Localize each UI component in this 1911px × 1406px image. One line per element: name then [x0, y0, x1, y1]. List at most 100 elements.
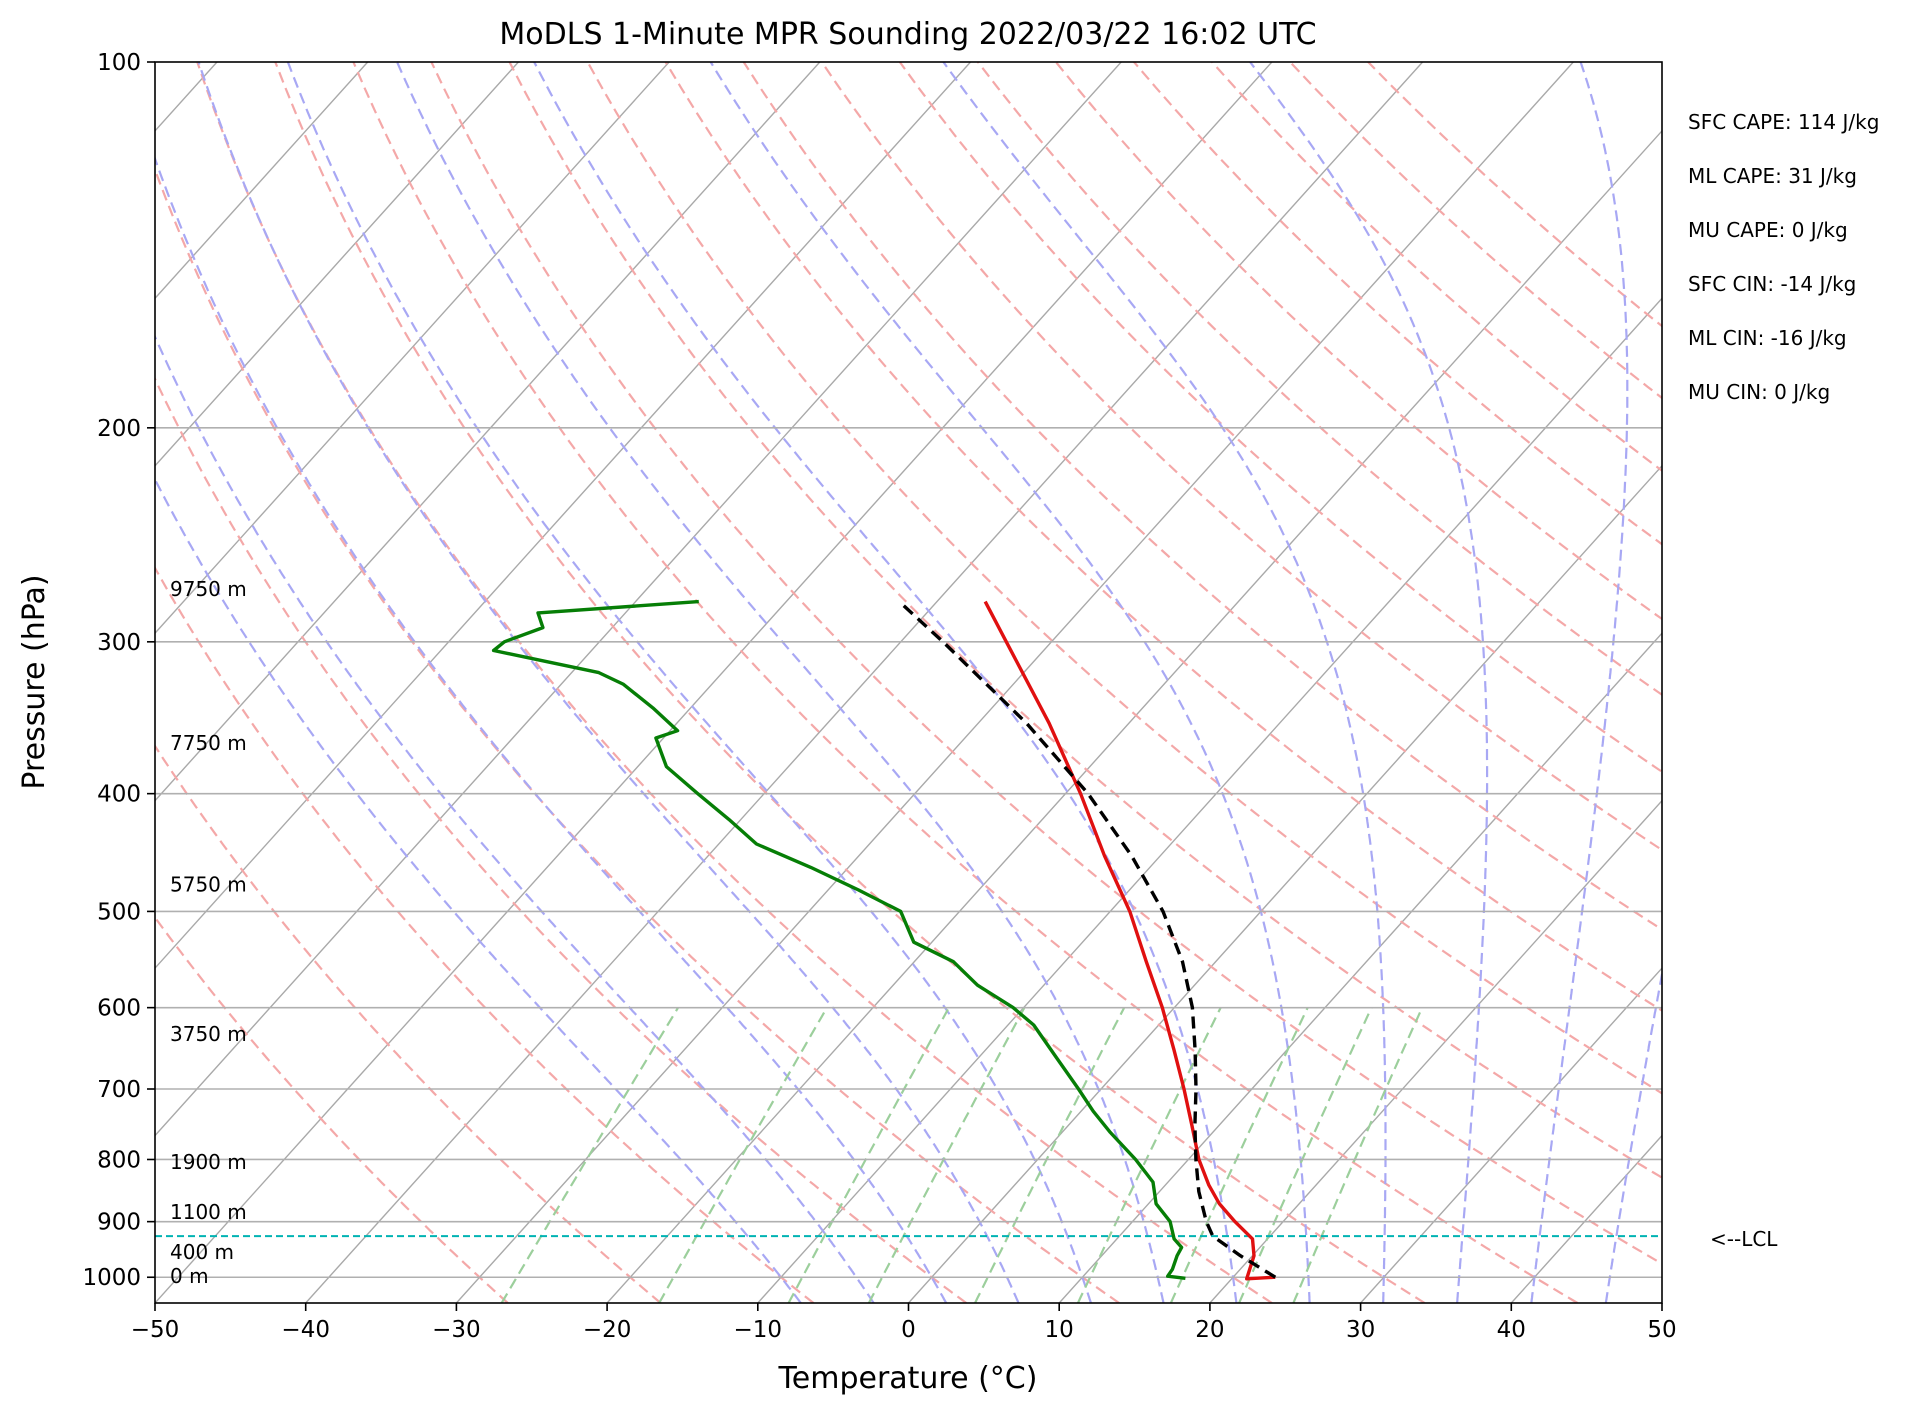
dry-adiabat-line	[742, 62, 1662, 931]
mixing-ratio-line	[1076, 1007, 1222, 1303]
annotation-text: SFC CAPE: 114 J/kg	[1688, 110, 1879, 134]
x-tick-label: 20	[1195, 1317, 1224, 1343]
y-tick-label: 800	[97, 1147, 141, 1173]
y-tick-label: 100	[97, 50, 141, 76]
moist-adiabat-line	[942, 62, 1387, 1303]
x-tick-label: −40	[281, 1317, 330, 1343]
x-tick-label: −30	[432, 1317, 481, 1343]
annotation-text: SFC CIN: -14 J/kg	[1688, 272, 1856, 296]
isotherm-line	[1661, 1301, 1662, 1303]
plot-frame	[154, 61, 1663, 1304]
height-label: 3750 m	[170, 1022, 247, 1046]
dry-adiabat-line	[820, 62, 1662, 852]
moist-adiabat-line	[286, 62, 1092, 1303]
dry-adiabat-line	[155, 915, 509, 1303]
dry-adiabat-line	[274, 62, 1426, 1303]
dry-adiabat-line	[1055, 62, 1662, 621]
x-tick-label: 30	[1346, 1317, 1375, 1343]
moist-adiabat-line	[1604, 968, 1662, 1303]
lcl-line-group: <--LCL	[155, 1227, 1778, 1251]
x-tick-label: −20	[583, 1317, 632, 1343]
annotation-text: MU CAPE: 0 J/kg	[1688, 218, 1848, 242]
y-tick-label: 500	[97, 899, 141, 925]
isotherm-line	[1209, 799, 1662, 1303]
dry-adiabat-line	[1367, 62, 1662, 328]
dry-adiabat-line	[664, 62, 1662, 1012]
temperature-line	[983, 600, 1276, 1281]
moist-adiabat-line	[533, 62, 1238, 1303]
dry-adiabat-line	[430, 62, 1662, 1266]
x-axis-label: Temperature (°C)	[778, 1361, 1038, 1396]
y-tick-label: 700	[97, 1077, 141, 1103]
isotherm-line	[155, 62, 369, 300]
isotherm-line	[155, 62, 972, 970]
y-axis-label: Pressure (hPa)	[17, 574, 52, 789]
y-tick-label: 900	[97, 1210, 141, 1236]
x-tick-label: −50	[131, 1317, 180, 1343]
y-tick-label: 300	[97, 630, 141, 656]
height-label: 1100 m	[170, 1200, 247, 1224]
moist-adiabat-line	[1249, 62, 1489, 1303]
moist-adiabat-line	[1530, 62, 1629, 1303]
parcel-profile-line	[898, 600, 1277, 1279]
mixing-ratio-line	[867, 1007, 1026, 1303]
isotherm-line	[1058, 632, 1662, 1303]
dry-adiabat-line	[155, 744, 662, 1303]
isotherm-line	[155, 62, 670, 635]
dry-adiabat-line	[352, 62, 1579, 1303]
moist-adiabat-line	[396, 62, 1165, 1303]
cape-cin-annotations: SFC CAPE: 114 J/kg ML CAPE: 31 J/kg MU CAP…	[1688, 110, 1879, 404]
isotherm-line	[1510, 1134, 1662, 1303]
isotherm-line	[155, 62, 1273, 1303]
mixing-ratio-line	[974, 1007, 1126, 1303]
isotherm-line	[757, 297, 1662, 1303]
moist-adiabat-line	[709, 62, 1311, 1303]
x-tick-label: −10	[734, 1317, 783, 1343]
x-tick-label: 10	[1045, 1317, 1074, 1343]
height-label: 400 m	[170, 1240, 234, 1264]
isotherm-line	[907, 464, 1662, 1303]
y-tick-label: 1000	[82, 1265, 141, 1291]
moist-adiabat-line	[155, 334, 875, 1303]
chart-title: MoDLS 1-Minute MPR Sounding 2022/03/22 1…	[499, 17, 1316, 52]
x-tick-label: 40	[1497, 1317, 1526, 1343]
y-tick-label: 200	[97, 416, 141, 442]
annotation-text: ML CAPE: 31 J/kg	[1688, 164, 1857, 188]
moist-adiabat-line	[155, 477, 802, 1303]
dry-adiabat-line	[1133, 62, 1662, 546]
moist-adiabat-line	[197, 62, 1020, 1303]
x-axis: −50 −40 −30 −20 −10 0 10 20 30 40 50	[131, 1303, 1677, 1343]
mixing-ratio-line	[658, 1007, 828, 1303]
mixing-ratio-line	[787, 1007, 950, 1303]
dewpoint-line	[491, 599, 1186, 1280]
x-tick-label: 0	[901, 1317, 916, 1343]
isotherm-line	[455, 62, 1574, 1303]
dry-adiabat-line	[196, 62, 1273, 1303]
dry-adiabat-line	[586, 62, 1662, 1095]
isotherm-line	[305, 62, 1424, 1303]
height-label: 5750 m	[170, 872, 247, 896]
dry-adiabat-line	[1289, 62, 1662, 400]
dry-adiabat-line	[155, 565, 815, 1303]
isotherm-line	[155, 62, 1122, 1137]
isotherm-line	[606, 129, 1662, 1303]
dry-adiabat-line	[977, 62, 1662, 697]
height-label: 1900 m	[170, 1150, 247, 1174]
y-axis: 100 200 300 400 500 600 700 800 900 1000	[82, 50, 155, 1291]
series-group	[491, 599, 1277, 1281]
height-label: 0 m	[170, 1264, 209, 1288]
lcl-label: <--LCL	[1710, 1227, 1778, 1251]
mixing-ratio-line	[1169, 1007, 1309, 1303]
isotherm-line	[155, 62, 519, 467]
x-tick-label: 50	[1647, 1317, 1676, 1343]
dry-adiabat-line	[898, 62, 1662, 774]
annotation-text: ML CIN: -16 J/kg	[1688, 326, 1847, 350]
annotation-text: MU CIN: 0 J/kg	[1688, 380, 1830, 404]
height-label: 7750 m	[170, 731, 247, 755]
moist-adiabat-line	[155, 155, 948, 1303]
y-tick-label: 400	[97, 782, 141, 808]
background-lines	[155, 62, 1662, 1303]
isotherm-line	[1360, 967, 1662, 1303]
